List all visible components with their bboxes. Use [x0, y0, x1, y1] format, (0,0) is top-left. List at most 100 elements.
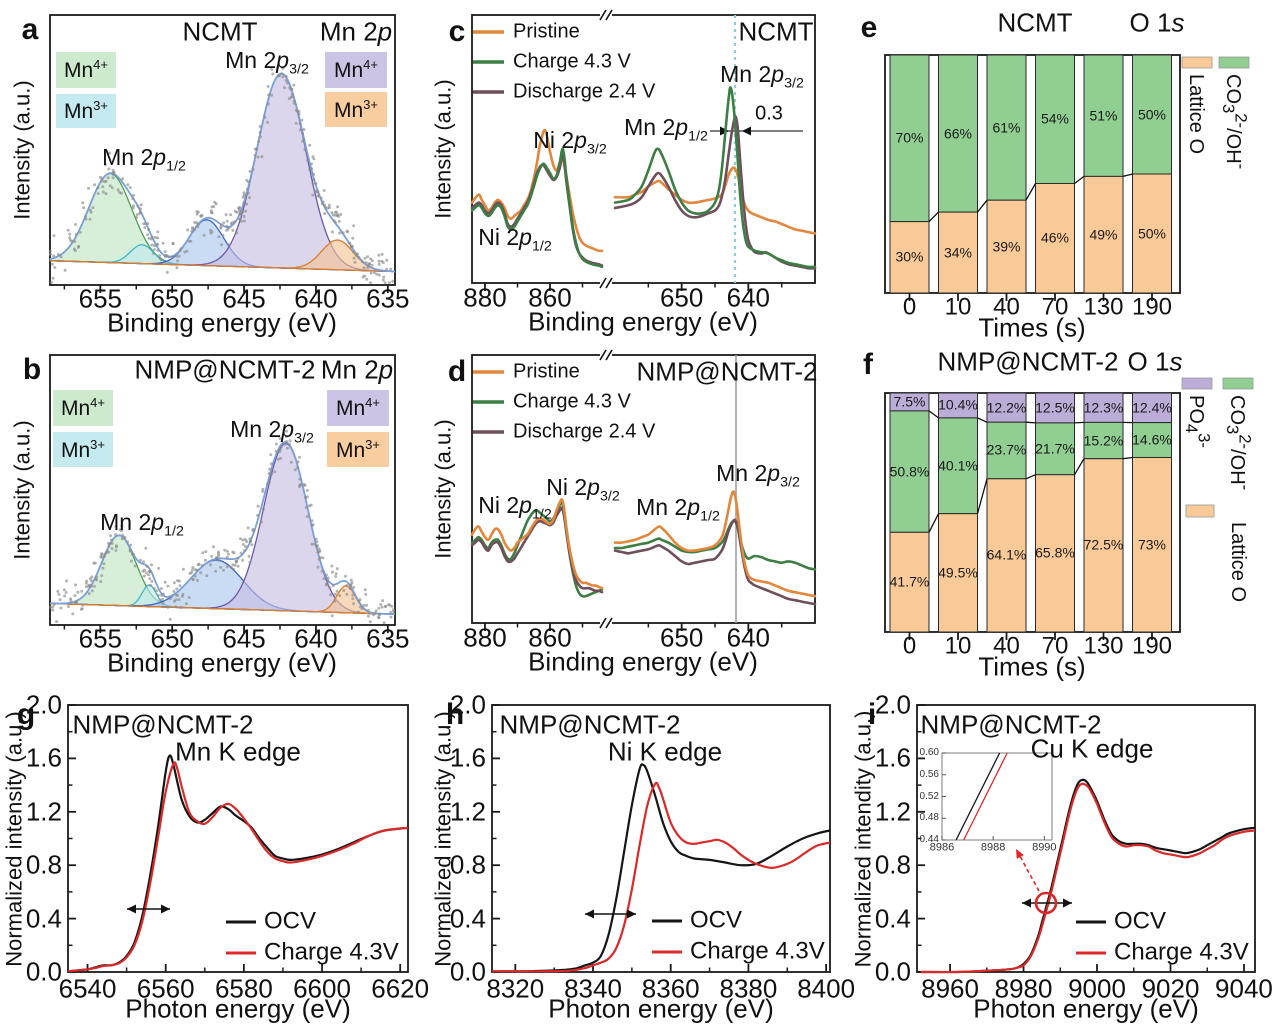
percent-label: 23.7%	[986, 442, 1027, 459]
connector-line	[1073, 458, 1085, 476]
legend-label: Discharge 2.4 V	[513, 420, 656, 443]
bar-segment-co3	[1132, 54, 1172, 175]
connector-line	[928, 410, 939, 419]
percent-label: 12.4%	[1132, 399, 1172, 416]
panel-title: NMP@NCMT-2	[937, 346, 1119, 377]
tick-label: 0.4	[449, 903, 486, 934]
tick-label: 2.0	[449, 689, 486, 720]
tick-label: 10	[944, 293, 972, 321]
edge-label: Cu K edge	[1030, 733, 1154, 764]
tick-label: 0.8	[874, 849, 911, 880]
axis-label-x: Times (s)	[978, 651, 1086, 682]
peak-label: Mn 2p3/2	[225, 46, 309, 78]
bar-segment-lat	[986, 478, 1027, 633]
tick-label: 9020	[1141, 973, 1200, 1004]
panel-f: f 7.5% 50.8% 41.7% 0 10.4% 40.1% 49.5% 10 12.2% 23…	[850, 340, 1274, 685]
axis-label-x: Binding energy (eV)	[528, 646, 758, 677]
legend-label: Mn4+	[60, 395, 106, 421]
legend-label: Lattice O	[1185, 74, 1207, 155]
legend-swatch	[56, 52, 116, 88]
percent-label: 21.7%	[1035, 440, 1075, 457]
highlight-circle	[1034, 891, 1058, 915]
tick-label: 0.8	[25, 849, 62, 880]
bar-segment-co3	[1132, 422, 1172, 458]
panel-i: i 8960 8980 9000 9020 9040 0.0 0.4 0.8 1.2 1.6 2.0 O…	[850, 685, 1274, 1035]
series-Charge 4.3 V	[470, 147, 604, 269]
percent-label: 39%	[992, 238, 1021, 255]
percent-label: 14.6%	[1132, 431, 1172, 448]
peak-label: Ni 2p3/2	[546, 473, 620, 505]
series-Pristine	[470, 128, 604, 253]
tick-label: 650	[150, 283, 194, 314]
legend-label: Pristine	[513, 20, 580, 43]
tick-label: 1.6	[874, 742, 911, 773]
panel-title: NCMT	[738, 16, 814, 47]
tick-label: 130	[1083, 632, 1124, 660]
bar-segment-lat	[889, 531, 930, 633]
series-Pristine	[613, 166, 817, 235]
panel-a: a 655 650 645 640 635 Binding energy (eV) Inten…	[0, 0, 420, 340]
axis-label-x: Photon energy (eV)	[125, 993, 351, 1024]
percent-label: 49%	[1089, 226, 1118, 243]
panel-letter: g	[16, 698, 36, 731]
percent-label: 64.1%	[986, 547, 1027, 564]
bar-segment-lat	[1132, 173, 1172, 294]
inset-tick-label: 8988	[980, 841, 1006, 854]
percent-label: 30%	[895, 249, 924, 266]
bar-segment-co3	[889, 54, 930, 223]
legend-label: Mn3+	[333, 97, 379, 123]
panel-letter: c	[448, 15, 466, 48]
tick-label: 650	[659, 622, 704, 653]
edge-label: Ni K edge	[607, 736, 723, 767]
inset-line	[955, 752, 1001, 841]
percent-label: 50%	[1137, 225, 1167, 242]
tick-label: 40	[993, 632, 1020, 660]
peak-label: Mn 2p3/2	[230, 415, 314, 447]
tick-label: 640	[726, 622, 771, 653]
series-Discharge 2.4 V	[470, 506, 604, 594]
panel-b: b 655 650 645 640 635 Binding energy (eV) Inten…	[0, 340, 420, 685]
legend-label: Mn3+	[63, 98, 109, 124]
plot-border	[471, 14, 816, 284]
legend-swatch	[1222, 377, 1254, 390]
tick-label: 1.2	[874, 796, 911, 827]
tick-label: 190	[1131, 293, 1173, 321]
panel-e: e 70% 30% 0 66% 34% 10 61% 39% 40 54% 46% 70 51% 49% 13…	[850, 0, 1274, 341]
connector-line	[1025, 183, 1037, 201]
connector-line	[1122, 173, 1133, 178]
species-label: O 1s	[1129, 7, 1185, 38]
bar-segment-co3	[986, 421, 1027, 480]
tick-label: 635	[366, 623, 410, 654]
legend-label: CO32-/OH-	[1219, 74, 1251, 170]
plot-border	[884, 54, 1181, 294]
tick-label: 2.0	[874, 689, 911, 720]
tick-label: 880	[463, 282, 507, 313]
panel-letter: e	[860, 11, 878, 44]
panel-title: NMP@NCMT-2	[920, 709, 1102, 740]
axis-label-y: Normalized intensity (a.u.)	[430, 710, 456, 967]
tick-label: 10	[944, 632, 972, 660]
series-Charge 4.3V	[67, 761, 409, 973]
tick-label: 8380	[719, 973, 778, 1004]
plot-canvas-d	[470, 349, 817, 631]
inset-tick-label: 8990	[1032, 841, 1057, 854]
tick-label: 6620	[371, 973, 430, 1004]
fit-envelope	[50, 441, 396, 616]
tick-label: 70	[1041, 632, 1069, 660]
percent-label: 10.4%	[938, 397, 978, 414]
axis-label-y: Normalized intendity (a.u.)	[850, 710, 876, 967]
connector-line	[1122, 456, 1133, 460]
tick-label: 0	[902, 632, 917, 660]
tick-label: 645	[222, 283, 266, 314]
legend-swatch	[1181, 377, 1213, 390]
legend-label: Mn4+	[63, 57, 109, 83]
tick-label: 6560	[136, 973, 195, 1004]
tick-label: 655	[78, 623, 123, 654]
percent-label: 12.3%	[1083, 399, 1124, 416]
series-Charge 4.3V	[491, 781, 831, 973]
peak-label: Mn 2p3/2	[720, 60, 804, 92]
plot-canvas-i	[916, 704, 1256, 974]
panel-title: NMP@NCMT-2	[72, 709, 254, 740]
bar-segment-co3	[1035, 54, 1075, 184]
percent-label: 12.5%	[1035, 399, 1075, 416]
